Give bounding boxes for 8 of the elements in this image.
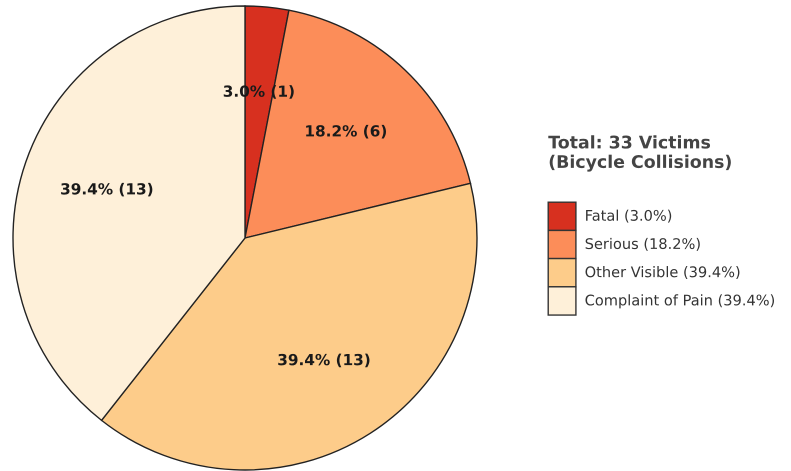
legend-title: Total: 33 Victims (Bicycle Collisions) [548,135,731,172]
legend-label: Serious (18.2%) [586,238,700,251]
legend-label: Fatal (3.0%) [586,210,672,223]
legend-label: Complaint of Pain (39.4%) [585,294,774,308]
data-label: 39.4% (13) [61,182,152,196]
data-label: 39.4% (13) [278,354,370,368]
data-label: 18.2% (6) [306,124,386,138]
legend-label: Other Visible (39.4%) [585,266,740,280]
